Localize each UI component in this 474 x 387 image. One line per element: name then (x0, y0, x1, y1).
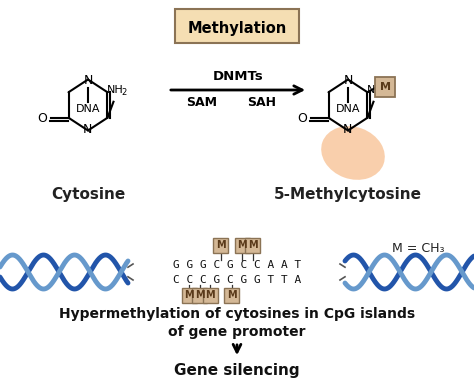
Text: O: O (298, 112, 308, 125)
Text: N: N (82, 123, 91, 136)
Text: Hypermethylation of cytosines in CpG islands
of gene promoter: Hypermethylation of cytosines in CpG isl… (59, 307, 415, 339)
Text: O: O (37, 112, 47, 125)
Text: Methylation: Methylation (187, 21, 287, 36)
Text: C C C G C G G T T A: C C C G C G G T T A (173, 275, 301, 285)
Text: SAM: SAM (186, 96, 218, 110)
Text: M: M (248, 240, 257, 250)
Text: DNA: DNA (76, 103, 100, 113)
FancyBboxPatch shape (375, 77, 395, 97)
Text: N: N (342, 123, 352, 136)
FancyBboxPatch shape (203, 288, 218, 303)
Text: 2: 2 (122, 88, 127, 97)
Text: 2: 2 (382, 88, 387, 97)
Text: M: M (195, 290, 205, 300)
Text: M: M (184, 290, 194, 300)
Text: SAH: SAH (247, 96, 276, 110)
Text: N: N (83, 74, 93, 87)
FancyBboxPatch shape (245, 238, 260, 252)
FancyBboxPatch shape (235, 238, 250, 252)
Text: 5-Methylcytosine: 5-Methylcytosine (274, 187, 422, 202)
FancyBboxPatch shape (213, 238, 228, 252)
FancyBboxPatch shape (175, 9, 299, 43)
Ellipse shape (321, 126, 385, 180)
Text: N: N (343, 74, 353, 87)
Text: G G G C G C C A A T: G G G C G C C A A T (173, 260, 301, 270)
Text: DNMTs: DNMTs (213, 70, 264, 82)
Text: Cytosine: Cytosine (51, 187, 125, 202)
Text: M: M (237, 240, 247, 250)
Text: DNA: DNA (336, 103, 360, 113)
Text: M: M (216, 240, 226, 250)
Text: M: M (227, 290, 237, 300)
FancyBboxPatch shape (192, 288, 207, 303)
FancyBboxPatch shape (224, 288, 239, 303)
Text: Gene silencing: Gene silencing (174, 363, 300, 377)
Text: NH: NH (367, 85, 384, 95)
Text: M = CH₃: M = CH₃ (392, 241, 444, 255)
FancyBboxPatch shape (182, 288, 197, 303)
Text: NH: NH (107, 85, 124, 95)
Text: M: M (380, 82, 391, 92)
Text: M: M (206, 290, 215, 300)
